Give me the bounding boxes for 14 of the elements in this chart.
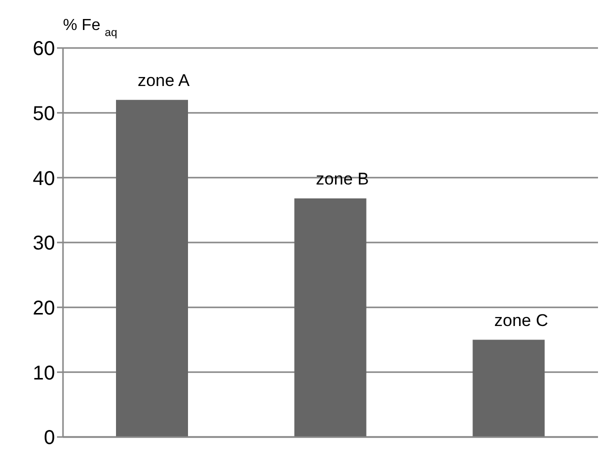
bar: [472, 340, 545, 437]
x-tick-label: zone B: [316, 169, 369, 188]
bar: [116, 100, 188, 437]
y-tick-label: 10: [32, 362, 55, 384]
y-tick-label: 30: [32, 232, 55, 255]
y-tick-label: 50: [32, 102, 55, 125]
y-tick-label: 20: [32, 297, 55, 320]
y-axis-title: % Fe $_{aq}$: [63, 17, 118, 39]
y-tick-label: 0: [44, 427, 55, 450]
bar: [294, 198, 366, 437]
y-tick-label: 40: [32, 168, 55, 190]
x-tick-label: zone A: [138, 70, 190, 90]
y-tick-label: 60: [32, 38, 55, 60]
x-tick-label: zone C: [494, 310, 548, 330]
